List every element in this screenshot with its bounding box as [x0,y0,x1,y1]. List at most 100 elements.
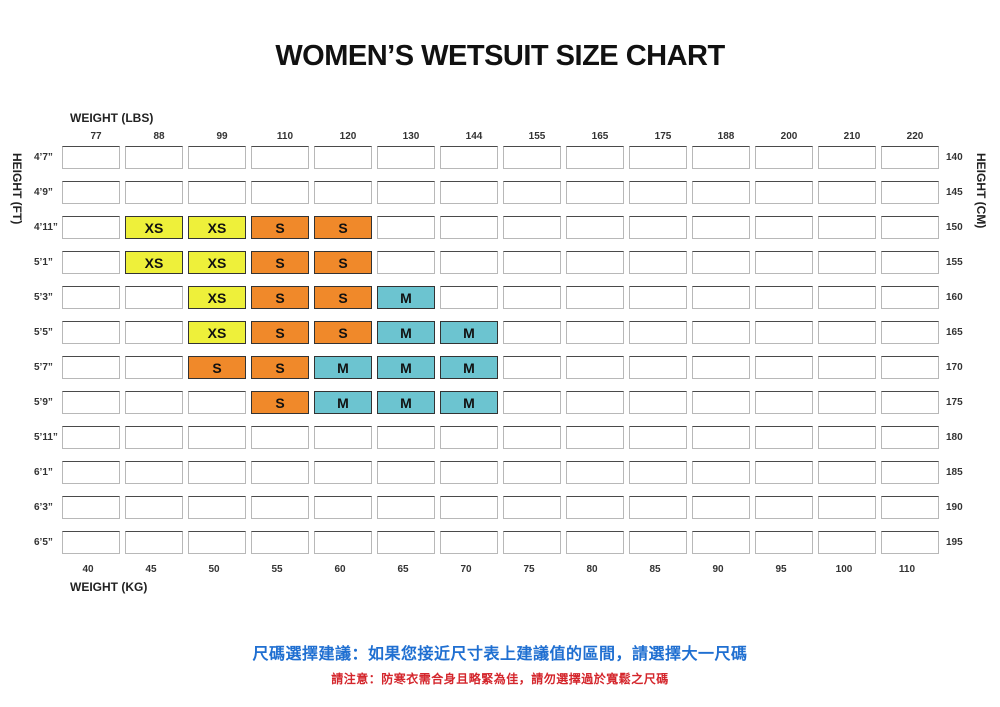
empty-cell [314,426,372,449]
empty-cell [881,216,939,239]
empty-cell [125,426,183,449]
size-cell-s: S [314,216,372,239]
empty-cell [440,496,498,519]
empty-cell [566,286,624,309]
empty-cell [629,461,687,484]
empty-cell [629,426,687,449]
empty-cell [755,181,813,204]
empty-cell [692,356,750,379]
weight-kg-tick: 60 [334,564,346,575]
empty-cell [566,356,624,379]
empty-cell [440,426,498,449]
empty-cell [125,286,183,309]
empty-cell [755,391,813,414]
empty-cell [755,356,813,379]
height-ft-label: 5’3” [34,292,53,303]
empty-cell [377,496,435,519]
size-cell-m: M [377,391,435,414]
empty-cell [692,216,750,239]
empty-cell [62,286,120,309]
empty-cell [251,181,309,204]
empty-cell [566,496,624,519]
weight-kg-tick: 100 [835,564,853,575]
empty-cell [692,146,750,169]
empty-cell [503,356,561,379]
empty-cell [314,461,372,484]
weight-lbs-axis-label: WEIGHT (LBS) [70,111,154,125]
empty-cell [62,426,120,449]
size-cell-xs: XS [188,251,246,274]
empty-cell [62,321,120,344]
height-ft-label: 5’1” [34,257,53,268]
empty-cell [818,321,876,344]
empty-cell [314,181,372,204]
height-ft-label: 6’5” [34,537,53,548]
empty-cell [188,146,246,169]
size-cell-s: S [251,286,309,309]
weight-kg-tick: 70 [460,564,472,575]
weight-lbs-tick: 99 [216,131,228,142]
empty-cell [377,531,435,554]
empty-cell [755,426,813,449]
empty-cell [755,321,813,344]
size-cell-m: M [440,321,498,344]
empty-cell [566,321,624,344]
weight-kg-tick: 95 [775,564,787,575]
weight-lbs-tick: 155 [528,131,546,142]
size-cell-s: S [251,356,309,379]
weight-lbs-tick: 188 [717,131,735,142]
empty-cell [692,426,750,449]
empty-cell [62,461,120,484]
empty-cell [818,461,876,484]
empty-cell [377,181,435,204]
empty-cell [566,181,624,204]
empty-cell [818,286,876,309]
empty-cell [62,356,120,379]
size-cell-s: S [188,356,246,379]
empty-cell [881,531,939,554]
empty-cell [503,181,561,204]
empty-cell [251,146,309,169]
empty-cell [503,216,561,239]
empty-cell [881,181,939,204]
empty-cell [692,531,750,554]
empty-cell [755,146,813,169]
height-cm-label: 195 [946,537,963,548]
empty-cell [503,461,561,484]
empty-cell [440,251,498,274]
empty-cell [629,531,687,554]
empty-cell [188,461,246,484]
weight-kg-tick: 55 [271,564,283,575]
empty-cell [755,461,813,484]
empty-cell [188,391,246,414]
weight-lbs-tick: 144 [465,131,483,142]
empty-cell [377,216,435,239]
size-cell-s: S [251,216,309,239]
height-cm-label: 140 [946,152,963,163]
empty-cell [629,391,687,414]
weight-kg-tick: 85 [649,564,661,575]
empty-cell [62,216,120,239]
weight-lbs-tick: 210 [843,131,861,142]
height-cm-label: 175 [946,397,963,408]
empty-cell [755,251,813,274]
empty-cell [188,426,246,449]
height-cm-label: 170 [946,362,963,373]
size-cell-xs: XS [188,216,246,239]
size-cell-m: M [314,356,372,379]
weight-lbs-tick: 175 [654,131,672,142]
empty-cell [62,391,120,414]
weight-lbs-tick: 110 [276,131,294,142]
empty-cell [881,251,939,274]
empty-cell [818,496,876,519]
empty-cell [881,391,939,414]
empty-cell [503,531,561,554]
empty-cell [188,531,246,554]
chart-title: WOMEN’S WETSUIT SIZE CHART [275,40,725,72]
empty-cell [629,286,687,309]
empty-cell [566,426,624,449]
empty-cell [629,216,687,239]
height-ft-label: 4’11” [34,222,58,233]
empty-cell [314,531,372,554]
empty-cell [566,391,624,414]
